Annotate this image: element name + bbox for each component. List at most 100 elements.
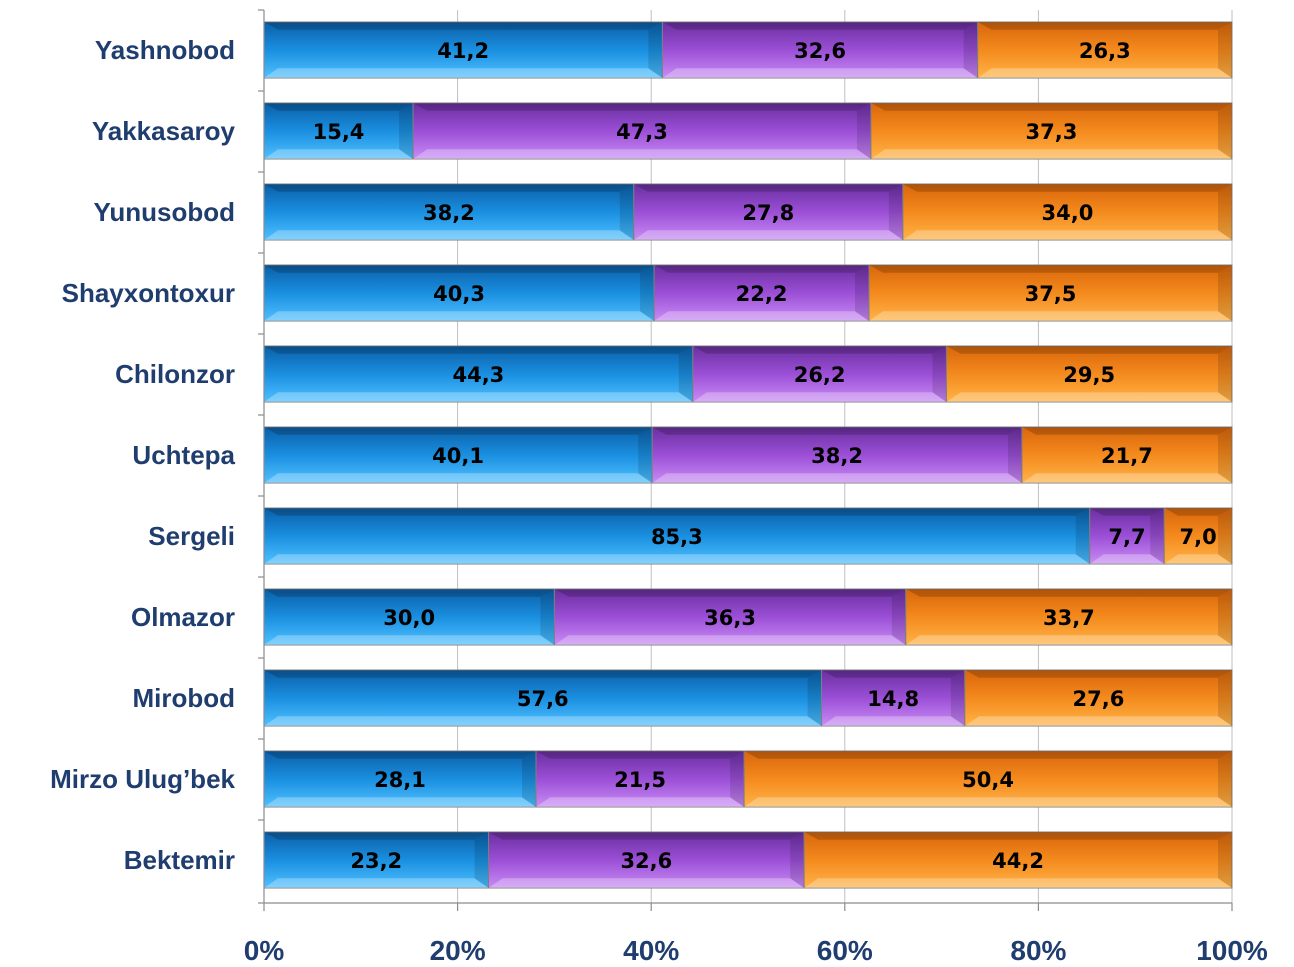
bar-bevel-top (1021, 427, 1232, 435)
bar-bevel-top (654, 265, 869, 273)
data-label: 29,5 (1063, 363, 1115, 387)
bar-bevel-right (1218, 751, 1232, 807)
bar-segment (821, 669, 966, 727)
data-label: 85,3 (651, 525, 703, 549)
category-label: Mirzo Ulug’bek (50, 764, 235, 794)
data-label: 41,2 (437, 39, 489, 63)
bar-bevel-right (540, 589, 555, 645)
bar-segment-group (553, 588, 907, 646)
bar-segment-group (870, 102, 1233, 160)
bar-segment (870, 102, 1233, 160)
bar-segment (633, 183, 904, 241)
x-tick-label: 100% (1196, 935, 1268, 966)
bar-segment (412, 102, 872, 160)
bar-bevel-bottom (964, 716, 1232, 726)
bar-segment-group (661, 21, 979, 79)
bar-segment (263, 750, 537, 808)
bar-bevel-right (619, 184, 634, 240)
bar-bevel-top (821, 670, 965, 678)
bar-segment (1163, 507, 1233, 565)
data-label: 34,0 (1042, 201, 1094, 225)
bar-bevel-bottom (413, 149, 871, 159)
x-tick-label: 40% (623, 935, 679, 966)
bar-bevel-top (264, 670, 822, 678)
bar-segment (651, 426, 1023, 484)
bar-bevel-top (264, 184, 634, 192)
category-label: Uchtepa (132, 440, 235, 470)
bar-bevel-right (730, 751, 745, 807)
category-label: Shayxontoxur (62, 278, 235, 308)
x-tick-label: 20% (430, 935, 486, 966)
bar-segment (902, 183, 1233, 241)
data-label: 21,5 (614, 768, 666, 792)
bar-bevel-top (264, 22, 663, 30)
bar-bevel-top (264, 508, 1090, 516)
bar-bevel-top (413, 103, 871, 111)
bar-segment-group (263, 102, 414, 160)
bar-segment (868, 264, 1233, 322)
bar-segment-group (945, 345, 1233, 403)
bar-bevel-bottom (264, 311, 655, 321)
category-label: Mirobod (132, 683, 235, 713)
bar-segment (945, 345, 1233, 403)
bar-bevel-top (1164, 508, 1232, 516)
bar-bevel-right (1007, 427, 1022, 483)
bar-bevel-top (977, 22, 1232, 30)
data-label: 44,2 (992, 849, 1044, 873)
bar-bevel-right (963, 22, 978, 78)
bar-bevel-right (1218, 103, 1232, 159)
data-labels: 41,2 32,6 26,3 15,4 47,3 37,3 38,2 27,8 34,0 40,3… (313, 39, 1217, 873)
bar-segment (263, 21, 663, 79)
data-label: 38,2 (423, 201, 475, 225)
bar-segment-group (263, 183, 635, 241)
category-label: Chilonzor (115, 359, 235, 389)
x-tick-label: 80% (1010, 935, 1066, 966)
bar-bevel-right (648, 22, 663, 78)
bar-segment-group (263, 669, 823, 727)
bar-segment (263, 264, 655, 322)
bar-segment-group (1021, 426, 1233, 484)
bar-bevel-bottom (264, 716, 822, 726)
bar-bevel-right (1218, 670, 1232, 726)
bar-bevel-top (554, 589, 906, 597)
bar-bevel-top (264, 832, 489, 840)
bar-segment (964, 669, 1233, 727)
data-label: 44,3 (452, 363, 504, 387)
category-label: Yunusobod (93, 197, 235, 227)
bar-bevel-bottom (977, 68, 1232, 78)
bar-bevel-top (264, 427, 653, 435)
bar-segment-group (263, 588, 555, 646)
bar-bevel-bottom (536, 797, 745, 807)
bar-segment-group (653, 264, 870, 322)
bar-bevel-right (856, 103, 871, 159)
bar-bevel-bottom (946, 392, 1232, 402)
bar-bevel-right (640, 265, 655, 321)
category-label: Olmazor (131, 602, 235, 632)
bar-bevel-right (474, 832, 489, 888)
bar-bevel-bottom (804, 878, 1232, 888)
data-label: 38,2 (811, 444, 863, 468)
bar-bevel-top (870, 103, 1232, 111)
bar-segment-group (964, 669, 1233, 727)
bar-bevel-bottom (264, 392, 693, 402)
data-label: 30,0 (383, 606, 435, 630)
bar-bevel-bottom (264, 230, 634, 240)
bar-bevel-right (1075, 508, 1090, 564)
data-label: 26,2 (794, 363, 846, 387)
bar-segment (263, 669, 823, 727)
bar-bevel-right (1150, 508, 1165, 564)
data-label: 27,6 (1073, 687, 1125, 711)
data-label: 7,0 (1180, 525, 1217, 549)
bar-bevel-right (1218, 265, 1232, 321)
category-label: Yakkasaroy (92, 116, 236, 146)
bar-segment-group (743, 750, 1233, 808)
data-label: 40,3 (433, 282, 485, 306)
bar-bevel-right (1218, 589, 1232, 645)
data-label: 15,4 (313, 120, 365, 144)
bar-segment-group (868, 264, 1233, 322)
bar-bevel-bottom (264, 473, 653, 483)
bar-segment-group (1163, 507, 1233, 565)
bar-bevel-right (1218, 22, 1232, 78)
bar-bevel-bottom (264, 554, 1090, 564)
